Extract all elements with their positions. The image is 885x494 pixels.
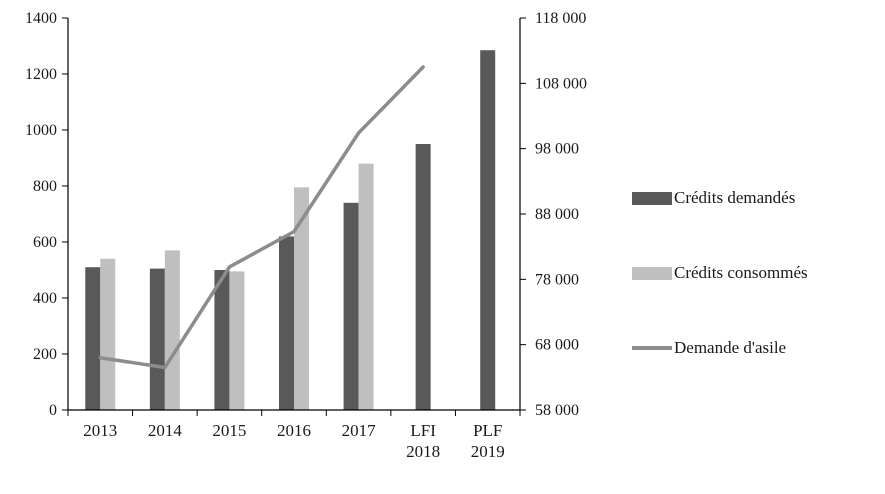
right-axis-tick-label: 88 000	[535, 206, 579, 223]
legend-label-demande-asile: Demande d'asile	[674, 338, 787, 357]
legend-item-demande-asile: Demande d'asile	[632, 338, 808, 358]
right-axis-tick-label: 108 000	[535, 75, 587, 92]
left-axis-tick-label: 1200	[25, 66, 57, 83]
category-label-2016: 2016	[277, 421, 311, 440]
bar-credits-demandes-2015	[214, 270, 230, 410]
category-label-PLF-2019: PLF	[473, 421, 502, 440]
bar-credits-consommes-2014	[164, 250, 180, 410]
right-axis-tick-label: 78 000	[535, 271, 579, 288]
bar-credits-consommes-2017	[358, 163, 374, 410]
right-axis-tick-label: 118 000	[535, 10, 586, 27]
bar-credits-consommes-2013	[100, 258, 116, 410]
bar-credits-demandes-PLF-2019	[480, 50, 496, 410]
legend-label-credits-consommes: Crédits consommés	[674, 263, 808, 282]
category-label-2014: 2014	[148, 421, 183, 440]
left-axis-tick-label: 400	[33, 290, 57, 307]
legend-swatch-credits-consommes	[632, 266, 672, 280]
legend-item-credits-demandes: Crédits demandés	[632, 188, 808, 208]
legend-swatch-demande-asile	[632, 346, 672, 350]
category-label-2017: 2017	[342, 421, 377, 440]
combo-chart: 0 200 400 600 800 1000 1200 1400 58 000 68 000 78 …	[25, 10, 587, 461]
bar-credits-demandes-2016	[279, 236, 294, 410]
bar-credits-consommes-2016	[294, 187, 309, 410]
right-axis-tick-label: 98 000	[535, 141, 579, 158]
line-demande-asile	[98, 65, 425, 370]
category-label-2015: 2015	[212, 421, 246, 440]
legend-swatch-credits-demandes	[632, 191, 672, 205]
category-label-PLF-2019: 2019	[471, 442, 505, 461]
bar-credits-demandes-2017	[343, 202, 359, 410]
left-axis-tick-label: 1000	[25, 122, 57, 139]
right-axis-tick-label: 58 000	[535, 402, 579, 419]
legend-item-credits-consommes: Crédits consommés	[632, 263, 808, 283]
category-label-LFI-2018: LFI	[410, 421, 436, 440]
left-axis-tick-label: 800	[33, 178, 57, 195]
legend-label-credits-demandes: Crédits demandés	[674, 188, 796, 207]
bar-credits-consommes-2015	[229, 271, 245, 410]
right-axis-tick-label: 68 000	[535, 337, 579, 354]
category-label-LFI-2018: 2018	[406, 442, 440, 461]
left-axis-tick-label: 1400	[25, 10, 57, 27]
category-label-2013: 2013	[83, 421, 117, 440]
left-axis-tick-label: 600	[33, 234, 57, 251]
chart-legend: Crédits demandés Crédits consommés Deman…	[632, 188, 808, 358]
bar-credits-demandes-2013	[85, 267, 101, 410]
left-axis-tick-label: 200	[33, 346, 57, 363]
bar-credits-demandes-2014	[149, 268, 165, 410]
left-axis-tick-label: 0	[49, 402, 57, 419]
bar-credits-demandes-LFI-2018	[415, 144, 431, 410]
